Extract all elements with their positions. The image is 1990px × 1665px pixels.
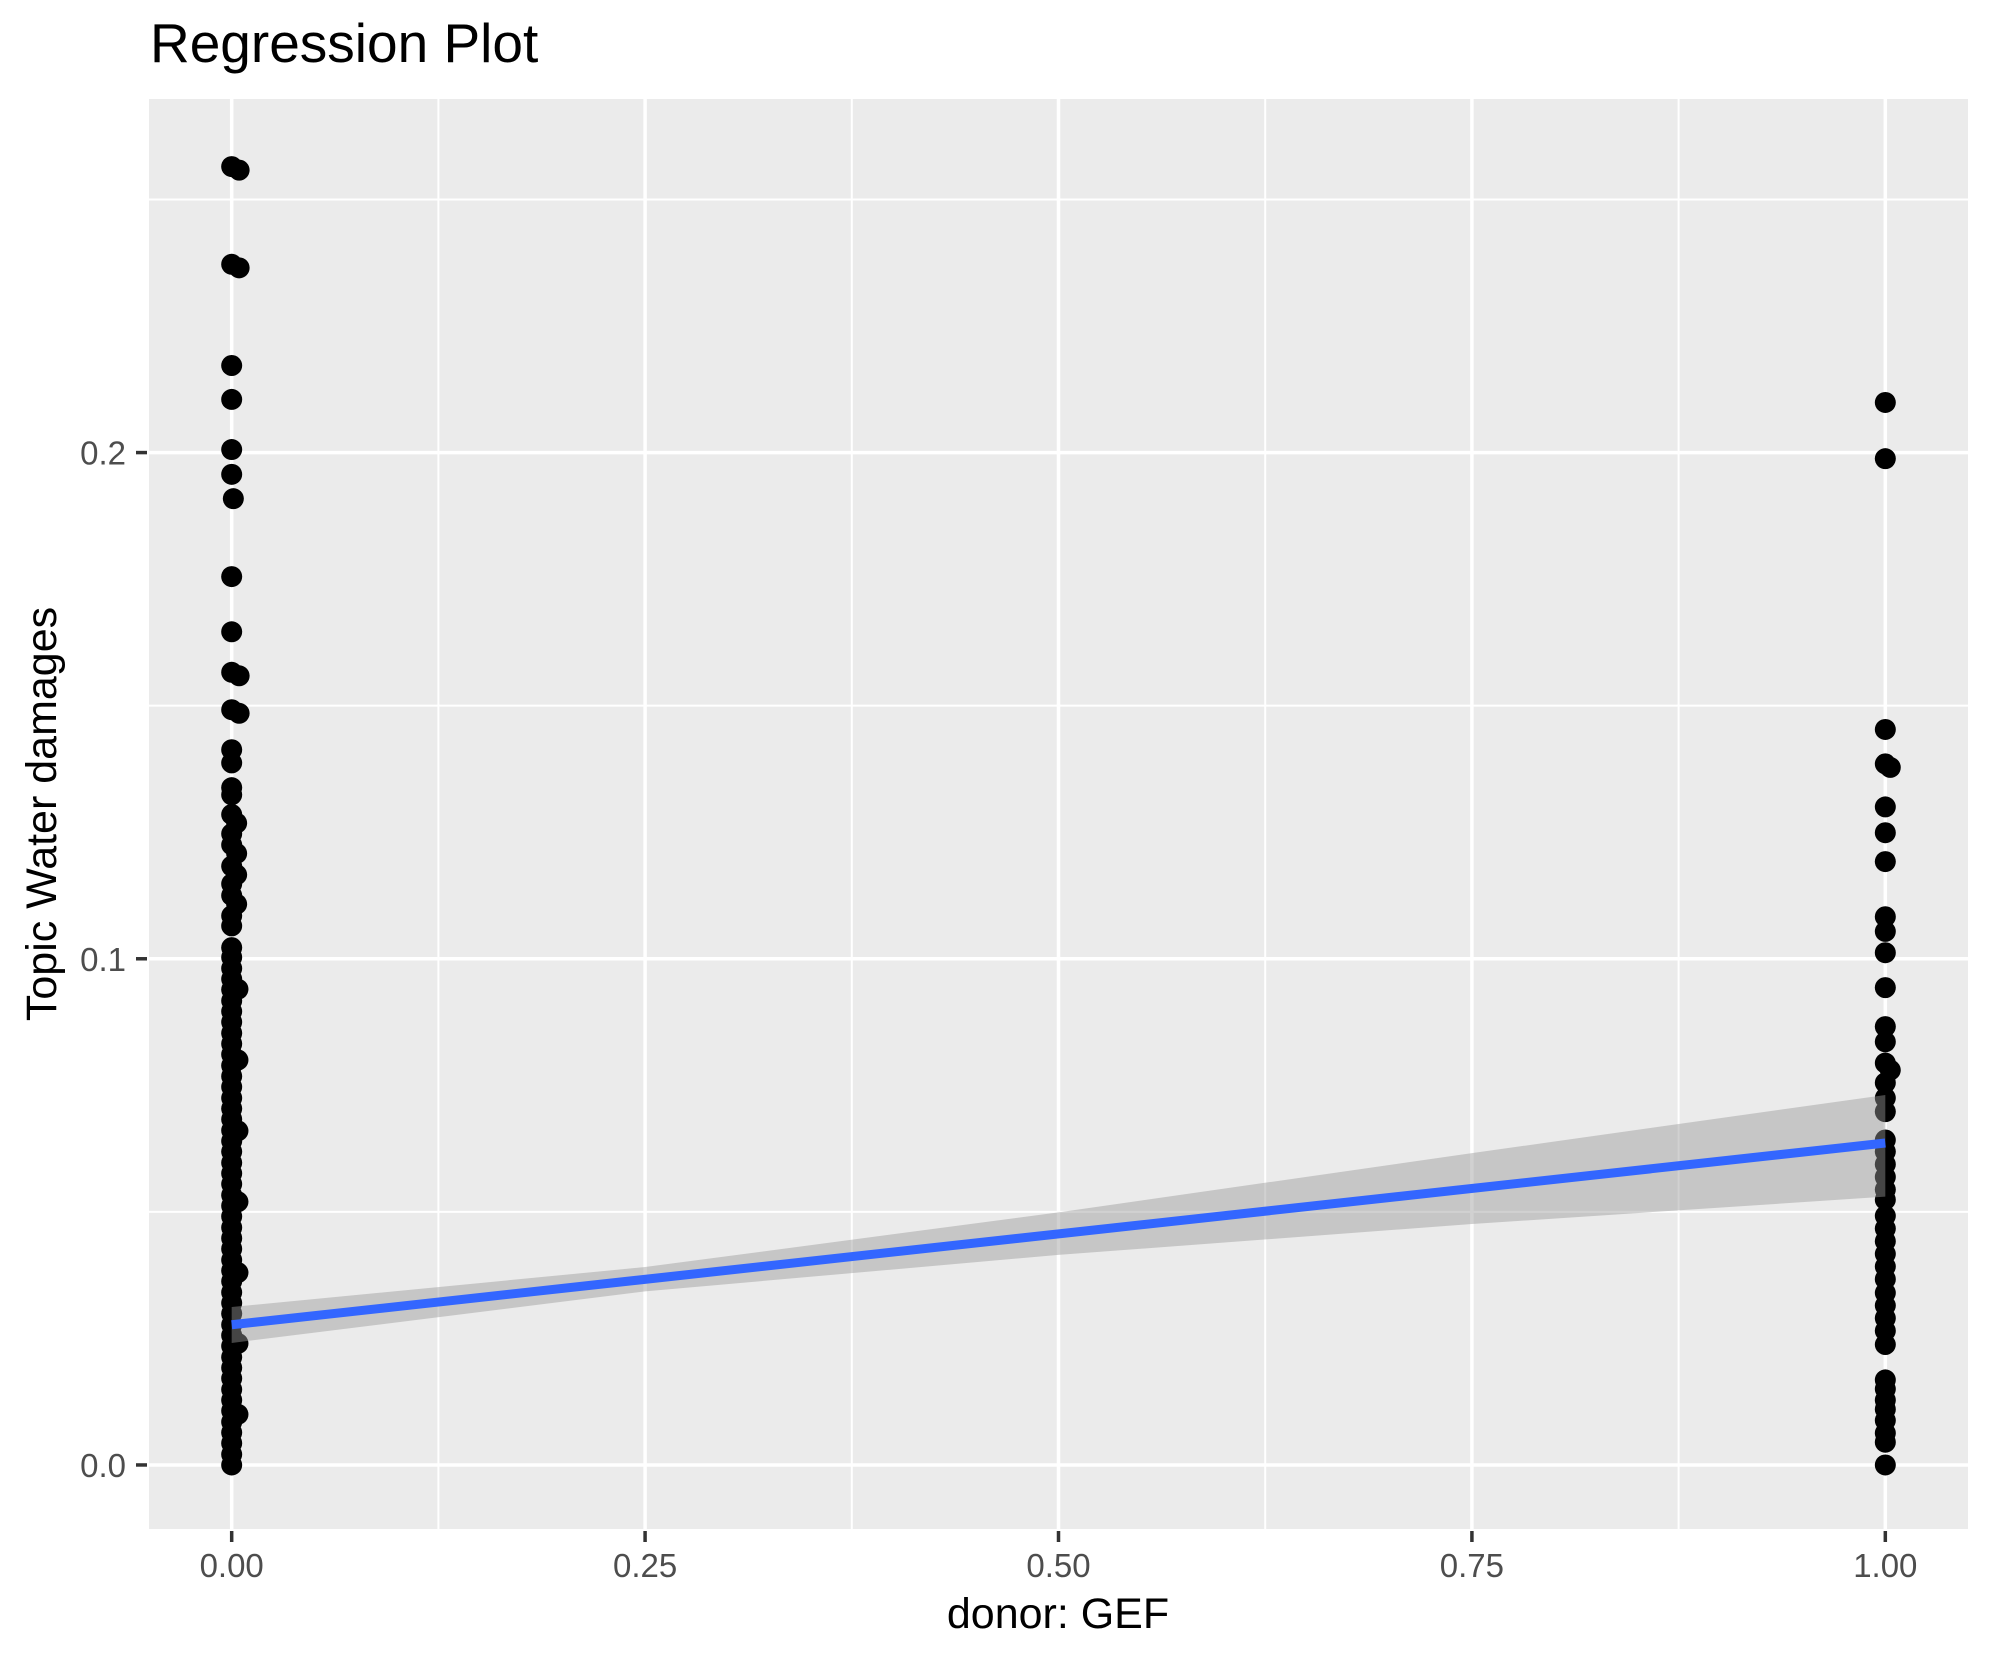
data-point (222, 488, 244, 510)
axes: 0.00 0.25 0.50 0.75 1.00 0.0 0.1 0.2 (80, 435, 1917, 1584)
data-point (1874, 851, 1896, 873)
data-point (221, 388, 243, 410)
data-point (228, 159, 250, 181)
data-point (1879, 756, 1901, 778)
data-point (1874, 1101, 1896, 1123)
gridlines (149, 99, 1968, 1529)
data-point (1874, 920, 1896, 942)
data-point (1874, 391, 1896, 413)
scatter-points (221, 156, 1901, 1476)
x-tick-label: 0.75 (1440, 1547, 1504, 1584)
y-axis-title: Topic Water damages (18, 607, 66, 1021)
y-tick-label: 0.1 (80, 941, 126, 978)
data-point (1874, 1431, 1896, 1453)
data-point (1874, 796, 1896, 818)
plot-title: Regression Plot (150, 12, 538, 74)
data-point (221, 621, 243, 643)
regression-smooth (231, 1094, 1886, 1343)
x-tick-label: 0.00 (200, 1547, 264, 1584)
data-point (221, 1454, 243, 1476)
x-axis-title: donor: GEF (947, 1590, 1169, 1638)
data-point (228, 702, 250, 724)
data-point (221, 752, 243, 774)
data-point (221, 784, 243, 806)
x-tick-label: 0.50 (1026, 1547, 1090, 1584)
regression-line (231, 1138, 1886, 1330)
data-point (221, 463, 243, 485)
data-point (1874, 1031, 1896, 1053)
data-point (221, 439, 243, 461)
data-point (1874, 718, 1896, 740)
data-point (221, 355, 243, 377)
data-point (1874, 822, 1896, 844)
data-point (1874, 942, 1896, 964)
data-point (221, 915, 243, 937)
data-point (228, 257, 250, 279)
data-point (1874, 1189, 1896, 1211)
data-point (1874, 1016, 1896, 1038)
data-point (1874, 906, 1896, 928)
y-tick-label: 0.2 (80, 435, 126, 472)
data-point (1874, 448, 1896, 470)
y-tick-label: 0.0 (80, 1447, 126, 1484)
data-point (1874, 1072, 1896, 1094)
data-point (1874, 977, 1896, 999)
data-point (1874, 1454, 1896, 1476)
data-point (1874, 1333, 1896, 1355)
x-tick-label: 0.25 (613, 1547, 677, 1584)
data-point (221, 566, 243, 588)
x-tick-label: 1.00 (1853, 1547, 1917, 1584)
data-point (228, 665, 250, 687)
